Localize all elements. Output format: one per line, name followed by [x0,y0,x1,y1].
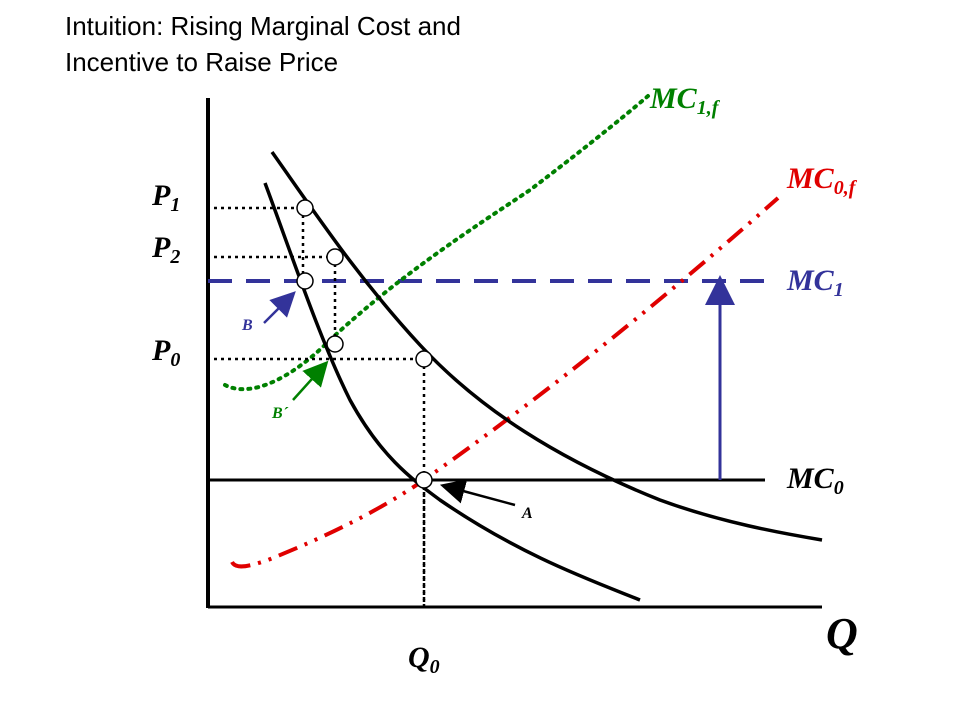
mc1-label: MC1 [786,264,844,301]
title-line-1: Intuition: Rising Marginal Cost and [65,11,461,41]
outer-demand-curve [270,150,823,542]
mc1f-curve [223,94,650,392]
point-b [296,272,314,290]
p1-label: P1 [151,179,180,216]
point-a [415,471,433,489]
b-prime-pointer-arrow [292,360,329,401]
point-p2 [326,248,344,266]
inner-demand-curve [263,182,641,602]
mc0f-label: MC0,f [786,162,858,199]
p0-label: P0 [151,334,180,371]
b-pointer-arrow [263,291,296,324]
q0-label: Q0 [408,641,440,678]
point-p1 [296,199,314,217]
a-pointer-arrow [439,479,516,507]
q-axis-label: Q [826,609,858,658]
b-prime-label: B´ [271,405,289,422]
mc0-label: MC0 [786,462,844,499]
b-label: B [241,317,253,334]
point-b-prime [326,335,344,353]
p2-label: P2 [151,231,180,268]
point-p0 [415,350,433,368]
slide-title: Intuition: Rising Marginal Cost and Ince… [65,8,625,80]
a-label: A [521,505,533,522]
mc1f-label: MC1,f [649,82,721,119]
guide-lines [214,206,426,607]
title-line-2: Incentive to Raise Price [65,47,339,77]
